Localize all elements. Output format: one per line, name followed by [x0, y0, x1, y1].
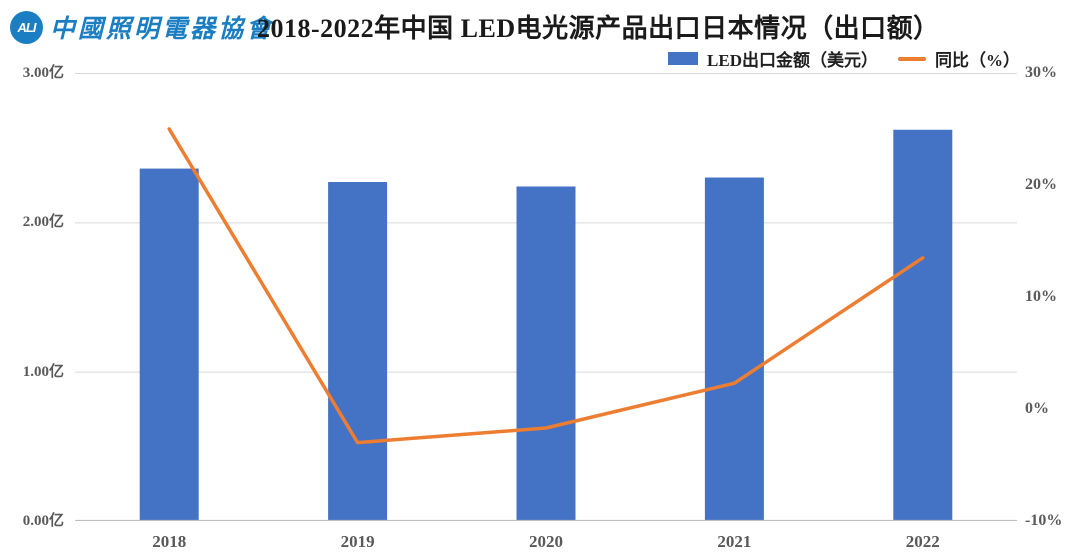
- bar-2020: [516, 186, 576, 521]
- bar-series-swatch-icon: [668, 52, 699, 65]
- legend-label-bar: LED出口金额（美元）: [707, 51, 878, 70]
- logo-association-name: 中國照明電器協會: [50, 16, 275, 43]
- y-axis-left-tick: 1.00亿: [22, 363, 64, 380]
- cali-logo-icon: ALI: [10, 10, 43, 44]
- y-axis-right-tick: 20%: [1025, 176, 1057, 193]
- y-axis-left-tick: 3.00亿: [22, 65, 64, 81]
- line-series-swatch-icon: [898, 56, 926, 61]
- x-axis-tick: 2019: [340, 532, 375, 551]
- chart-title: 2018-2022年中国 LED电光源产品出口日本情况（出口额）: [257, 14, 940, 43]
- bar-2019: [328, 182, 388, 521]
- plot-area: [75, 73, 1017, 522]
- yoy-line: [167, 127, 925, 445]
- y-axis-right-tick: -10%: [1025, 512, 1063, 529]
- legend-item-line: 同比（%）: [898, 46, 1020, 71]
- bar-2021: [704, 177, 764, 521]
- y-axis-right-tick: 0%: [1025, 400, 1049, 417]
- y-axis-right-tick: 30%: [1025, 64, 1057, 81]
- logo: ALI 中國照明電器協會: [10, 9, 274, 45]
- legend-label-line: 同比（%）: [935, 51, 1020, 70]
- x-axis-tick: 2020: [529, 532, 563, 551]
- bar-2022: [893, 129, 953, 521]
- x-axis-tick: 2021: [717, 532, 752, 551]
- bar-2018: [139, 168, 199, 521]
- legend-item-bar: LED出口金额（美元）: [668, 46, 878, 71]
- x-axis-tick: 2022: [905, 532, 940, 551]
- legend: LED出口金额（美元） 同比（%）: [668, 46, 1020, 71]
- y-axis-left-tick: 2.00亿: [22, 214, 64, 231]
- y-axis-right-tick: 10%: [1025, 288, 1057, 305]
- y-axis-left-tick: 0.00亿: [22, 513, 64, 529]
- combo-chart-canvas: [75, 73, 1017, 522]
- x-axis-tick: 2018: [152, 532, 187, 551]
